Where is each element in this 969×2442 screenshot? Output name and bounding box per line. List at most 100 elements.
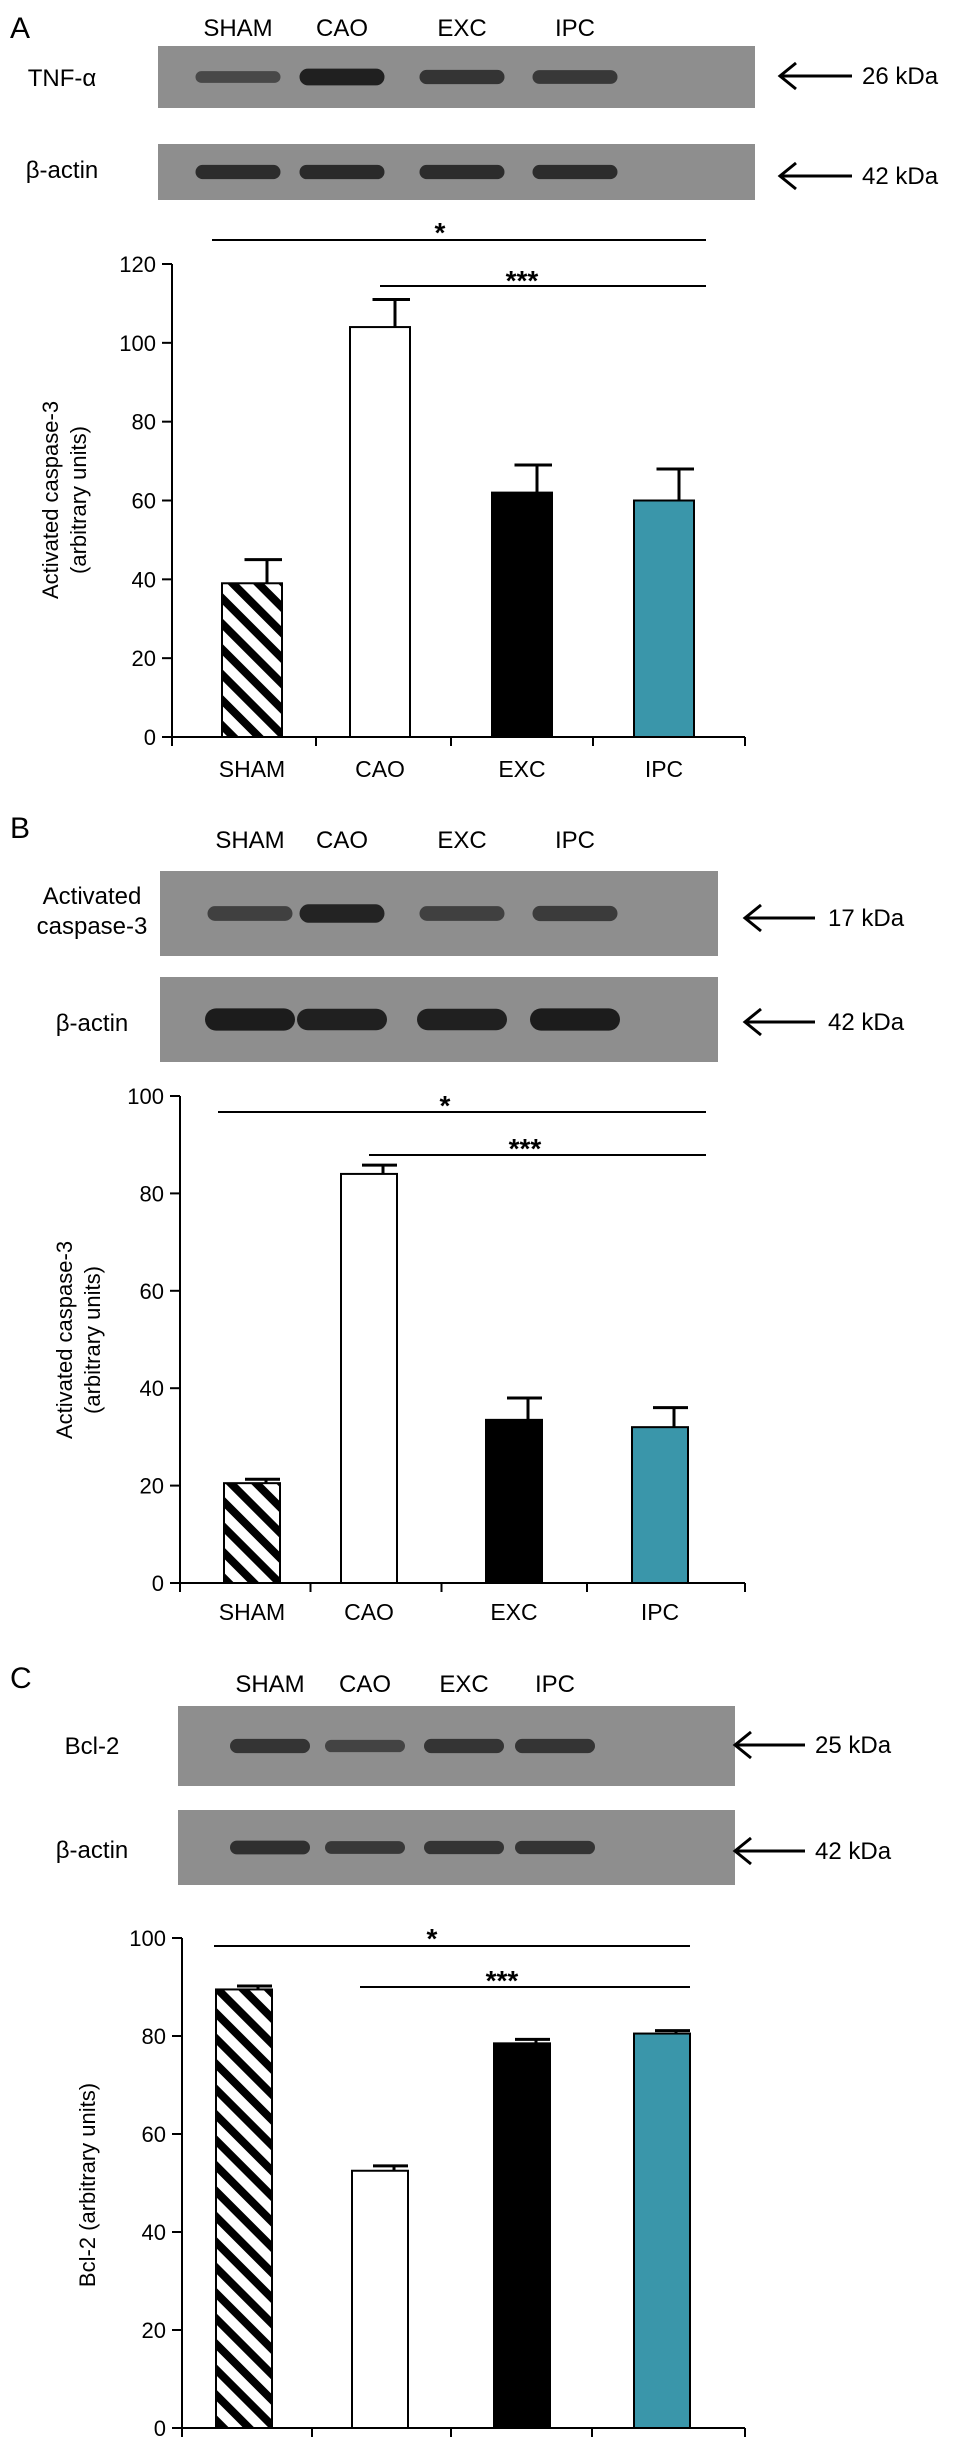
blot-label: caspase-3	[37, 913, 148, 940]
lane-label-exc: EXC	[439, 1671, 488, 1698]
blot-band	[299, 904, 385, 923]
blot-band	[515, 1738, 595, 1754]
kda-label: 26 kDa	[862, 63, 939, 90]
blot-band	[515, 1840, 595, 1855]
kda-label: 17 kDa	[828, 905, 905, 932]
panel-letter: C	[10, 1662, 32, 1695]
bar-cao	[340, 1172, 398, 1584]
y-axis-label: Activated caspase-3	[52, 1241, 77, 1439]
blot-band	[230, 1840, 310, 1855]
arrowhead-icon	[742, 1007, 762, 1037]
panel-b-figure: B SHAM CAO EXC IPC Activated caspase-3 17 kDa β-…	[10, 812, 905, 1625]
y-axis-label: (arbitrary units)	[66, 426, 91, 574]
panel-letter: A	[10, 12, 30, 45]
blot-band	[299, 164, 385, 180]
bar-ipc	[633, 499, 695, 738]
lane-label-cao: CAO	[339, 1671, 391, 1698]
blot-band	[532, 164, 618, 180]
lane-label-exc: EXC	[437, 827, 486, 854]
blot-band	[205, 1008, 295, 1031]
bar-ipc	[631, 1426, 689, 1584]
y-tick-label: 100	[119, 331, 156, 356]
y-tick-label: 40	[142, 2220, 166, 2245]
blot-band	[424, 1738, 504, 1754]
bar-ipc	[633, 2032, 691, 2429]
blot-label: TNF-α	[28, 65, 97, 92]
arrowhead-icon	[777, 61, 797, 91]
y-tick-label: 60	[132, 489, 156, 514]
category-label: SHAM	[219, 1599, 285, 1625]
blot-band	[419, 164, 505, 180]
significance-label: *	[440, 1090, 451, 1121]
category-label: CAO	[355, 756, 405, 782]
lane-label-cao: CAO	[316, 15, 368, 42]
blot-band	[424, 1840, 504, 1855]
blot-band	[195, 164, 281, 180]
y-tick-label: 120	[119, 252, 156, 277]
y-axis-label: Bcl-2 (arbitrary units)	[75, 2083, 100, 2287]
lane-label-ipc: IPC	[535, 1671, 575, 1698]
blot-band	[325, 1739, 405, 1753]
y-axis-label: (arbitrary units)	[80, 1266, 105, 1414]
category-label: EXC	[498, 756, 545, 782]
significance-label: ***	[506, 265, 539, 296]
y-axis-label: Activated caspase-3	[38, 401, 63, 599]
arrowhead-icon	[742, 903, 762, 933]
y-tick-label: 100	[127, 1084, 164, 1109]
blot-label: β-actin	[56, 1837, 129, 1864]
category-label: SHAM	[219, 756, 285, 782]
arrowhead-icon	[777, 161, 797, 191]
y-tick-label: 60	[142, 2122, 166, 2147]
bar-exc	[485, 1418, 543, 1584]
bar-sham	[215, 1988, 273, 2429]
blot-band	[530, 1008, 620, 1031]
kda-label: 42 kDa	[862, 163, 939, 190]
y-tick-label: 60	[140, 1279, 164, 1304]
category-label: CAO	[344, 1599, 394, 1625]
blot-band	[325, 1841, 405, 1854]
y-tick-label: 0	[152, 1571, 164, 1596]
category-label: IPC	[645, 756, 683, 782]
y-tick-label: 40	[140, 1376, 164, 1401]
blot-label: β-actin	[26, 157, 99, 184]
panel-letter: B	[10, 812, 30, 845]
blot-band	[532, 70, 618, 84]
blot-band	[195, 71, 281, 83]
y-tick-label: 0	[144, 725, 156, 750]
y-tick-label: 40	[132, 567, 156, 592]
bar-cao	[351, 2169, 409, 2429]
y-tick-label: 20	[132, 646, 156, 671]
panel-a-figure: A SHAM CAO EXC IPC TNF-α 26 kDa β-actin 42 kDa 0 2…	[10, 12, 939, 782]
kda-label: 25 kDa	[815, 1732, 892, 1759]
blot-label: Bcl-2	[65, 1733, 120, 1760]
y-tick-label: 20	[142, 2318, 166, 2343]
blot-band	[417, 1008, 507, 1031]
bar-exc	[491, 491, 553, 738]
bar-sham	[223, 1482, 281, 1584]
blot-band	[419, 69, 505, 85]
lane-label-sham: SHAM	[235, 1671, 304, 1698]
significance-label: *	[427, 1923, 438, 1954]
bar-sham	[221, 582, 283, 739]
blot-band	[532, 905, 618, 922]
category-label: IPC	[641, 1599, 679, 1625]
y-tick-label: 0	[154, 2416, 166, 2437]
lane-label-ipc: IPC	[555, 15, 595, 42]
blot-band	[207, 906, 293, 921]
arrowhead-icon	[732, 1730, 752, 1760]
lane-label-cao: CAO	[316, 827, 368, 854]
arrowhead-icon	[732, 1836, 752, 1866]
y-tick-label: 80	[140, 1181, 164, 1206]
blot-band	[419, 906, 505, 921]
panel-b: B SHAM CAO EXC IPC Activated caspase-3 17 kDa β-…	[0, 800, 969, 1650]
kda-label: 42 kDa	[815, 1838, 892, 1865]
category-label: EXC	[490, 1599, 537, 1625]
kda-label: 42 kDa	[828, 1009, 905, 1036]
blot-label: Activated	[43, 883, 142, 910]
y-tick-label: 20	[140, 1474, 164, 1499]
significance-label: ***	[486, 1965, 519, 1996]
bar-exc	[493, 2042, 551, 2429]
significance-label: *	[435, 217, 446, 248]
blot-label: β-actin	[56, 1010, 129, 1037]
blot-band	[230, 1738, 310, 1754]
